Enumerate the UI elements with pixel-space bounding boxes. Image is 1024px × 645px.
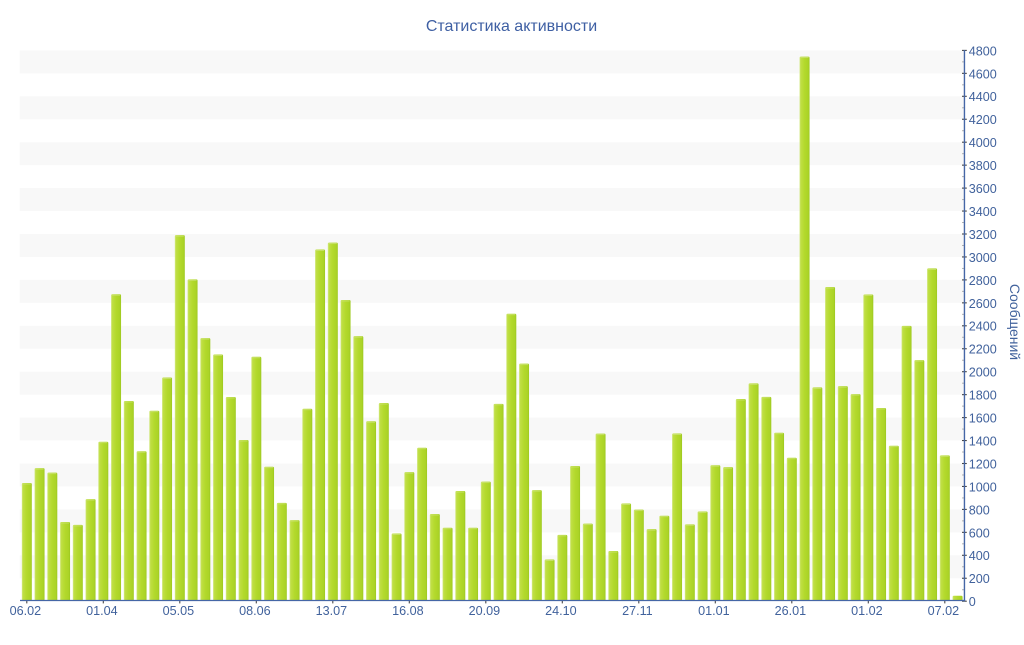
svg-text:4800: 4800 (969, 44, 997, 58)
svg-text:4000: 4000 (969, 136, 997, 150)
svg-text:4400: 4400 (969, 90, 997, 104)
svg-text:400: 400 (969, 549, 990, 563)
svg-text:2000: 2000 (969, 366, 997, 380)
svg-text:01.04: 01.04 (86, 604, 118, 618)
svg-text:4200: 4200 (969, 113, 997, 127)
svg-text:2400: 2400 (969, 320, 997, 334)
svg-text:3200: 3200 (969, 228, 997, 242)
svg-text:800: 800 (969, 503, 990, 517)
svg-text:27.11: 27.11 (622, 604, 653, 618)
svg-text:06.02: 06.02 (10, 604, 42, 618)
svg-text:20.09: 20.09 (469, 604, 501, 618)
svg-text:01.01: 01.01 (698, 604, 730, 618)
svg-text:01.02: 01.02 (851, 604, 883, 618)
svg-text:05.05: 05.05 (163, 604, 195, 618)
svg-text:1800: 1800 (969, 389, 997, 403)
svg-text:24.10: 24.10 (545, 604, 577, 618)
svg-text:0: 0 (969, 595, 976, 609)
svg-text:1200: 1200 (969, 457, 997, 471)
svg-text:07.02: 07.02 (928, 604, 960, 618)
svg-text:600: 600 (969, 526, 990, 540)
svg-text:2800: 2800 (969, 274, 997, 288)
svg-text:3000: 3000 (969, 251, 997, 265)
svg-text:Статистика активности: Статистика активности (426, 18, 597, 35)
svg-text:2200: 2200 (969, 343, 997, 357)
svg-text:08.06: 08.06 (239, 604, 271, 618)
svg-text:3600: 3600 (969, 182, 997, 196)
svg-text:3400: 3400 (969, 205, 997, 219)
svg-text:1000: 1000 (969, 480, 997, 494)
svg-text:Сообщений: Сообщений (1007, 284, 1023, 360)
svg-text:3800: 3800 (969, 159, 997, 173)
svg-text:2600: 2600 (969, 297, 997, 311)
svg-text:1600: 1600 (969, 412, 997, 426)
svg-text:13.07: 13.07 (316, 604, 348, 618)
svg-text:1400: 1400 (969, 434, 997, 448)
svg-text:26.01: 26.01 (775, 604, 807, 618)
svg-text:200: 200 (969, 572, 990, 586)
svg-text:16.08: 16.08 (392, 604, 424, 618)
svg-text:4600: 4600 (969, 67, 997, 81)
